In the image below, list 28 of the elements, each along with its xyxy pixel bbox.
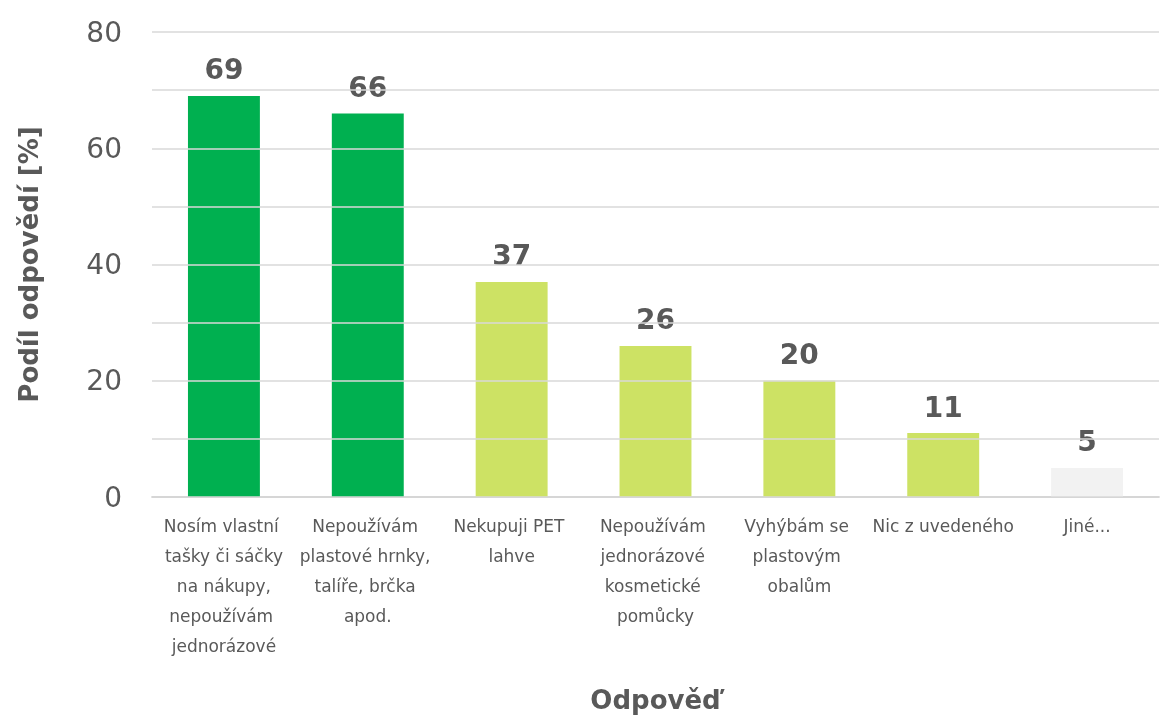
- data-label: 11: [923, 390, 963, 424]
- y-tick-label: 60: [86, 131, 122, 165]
- y-tick-label: 80: [86, 15, 122, 49]
- y-tick-label: 20: [86, 364, 122, 398]
- x-tick-label: Nic z uvedeného: [872, 516, 1014, 536]
- bar: [331, 113, 404, 497]
- bar: [475, 281, 548, 497]
- x-tick-label: Jiné...: [1062, 516, 1111, 536]
- data-label: 5: [1077, 425, 1097, 459]
- data-label: 20: [779, 338, 819, 372]
- bar: [619, 345, 692, 497]
- x-axis-title: Odpověď: [590, 685, 726, 715]
- x-tick-label: Nepoužívám jednorázové kosmetické pomůcky: [599, 516, 712, 626]
- data-label: 66: [348, 70, 388, 104]
- data-label: 26: [636, 303, 675, 337]
- bar: [1051, 467, 1124, 497]
- y-axis-title: Podíl odpovědí [%]: [14, 126, 44, 403]
- data-label: 37: [492, 239, 532, 273]
- x-tick-label: Nosím vlastní tašky či sáčky na nákupy, nepoužívám jednorázové: [163, 516, 285, 656]
- x-tick-label: Nekupuji PET lahve: [453, 516, 570, 566]
- x-tick-label: Vyhýbám se plastovým obalům: [744, 516, 855, 596]
- y-tick-label: 0: [104, 480, 122, 514]
- bar: [763, 380, 836, 497]
- x-tick-label: Nepoužívám plastové hrnky, talíře, brčka apod.: [299, 516, 436, 626]
- y-tick-label: 40: [86, 248, 122, 281]
- data-label: 69: [204, 53, 244, 87]
- bar: [187, 95, 260, 497]
- bar: [907, 433, 980, 497]
